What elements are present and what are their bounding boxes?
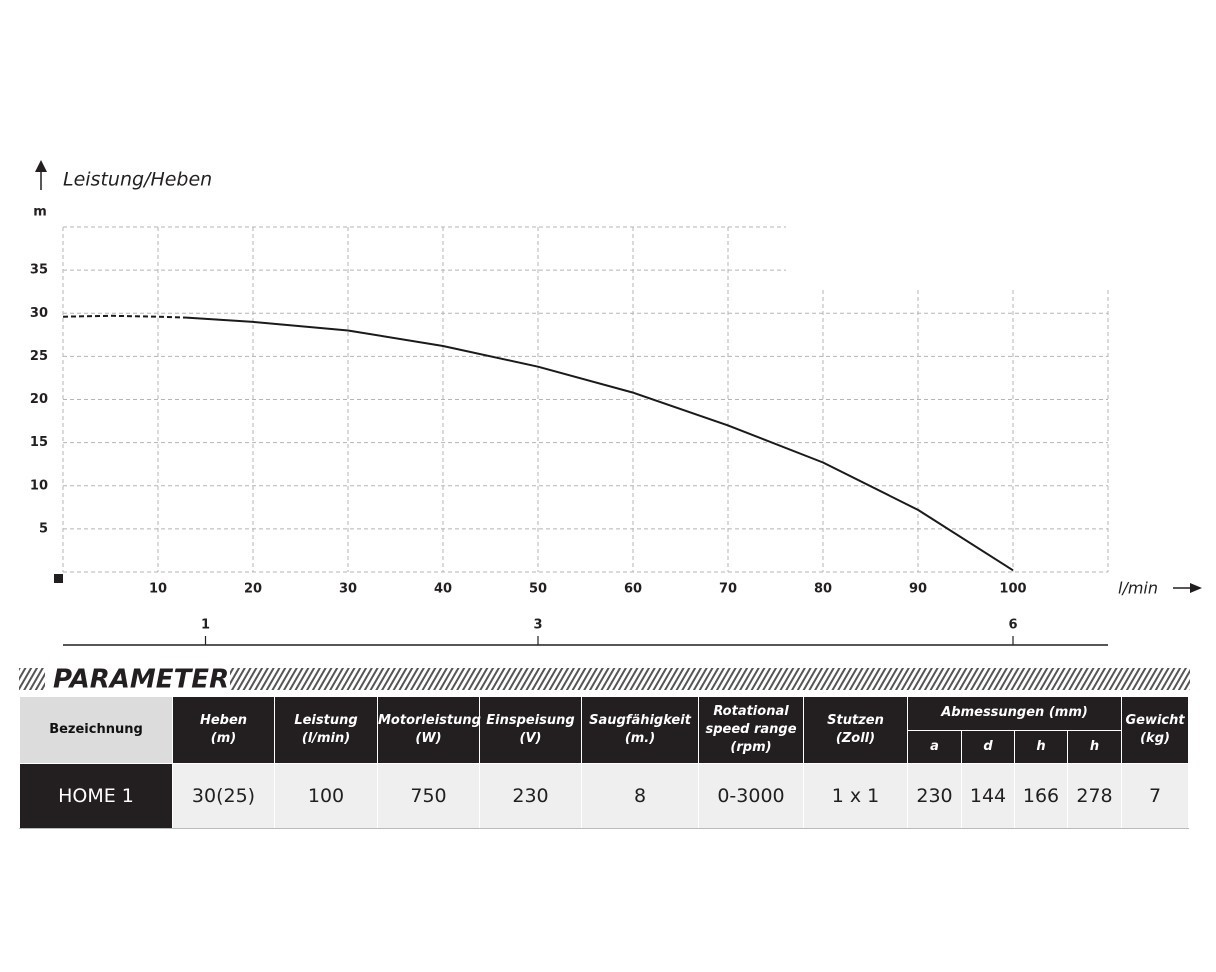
data-cell: 278	[1066, 763, 1123, 829]
data-cell: 144	[961, 763, 1015, 829]
chart: Leistung/Heben m l/min PARAMETER 5 10 15 20…	[19, 160, 1202, 695]
header-cell: Stutzen (Zoll)	[803, 696, 908, 764]
x-tick-label: 40	[434, 582, 452, 597]
header-cell: Gewicht (kg)	[1121, 696, 1190, 764]
chart-title: Leistung/Heben	[63, 169, 212, 191]
x-unit: l/min	[1118, 579, 1158, 598]
header-cell: Leistung (l/min)	[274, 696, 378, 764]
data-cell: 230	[907, 763, 962, 829]
group-header: Abmessungen (mm)	[906, 696, 1123, 731]
data-cell: 166	[1014, 763, 1068, 829]
section-title: PARAMETER	[53, 665, 229, 695]
x2-tick-label: 1	[201, 618, 210, 633]
data-cell: 0-3000	[698, 763, 804, 829]
header-cell: Bezeichnung	[19, 696, 173, 764]
header-cell: Saugfähigkeit (m.)	[581, 696, 699, 764]
data-cell: HOME 1	[19, 763, 173, 829]
header-cell: Rotational speed range (rpm)	[698, 696, 804, 764]
y-tick-label: 35	[30, 263, 48, 278]
y-unit: m	[33, 205, 47, 220]
data-cell: 8	[581, 763, 699, 829]
x-tick-label: 60	[624, 582, 642, 597]
grid-cover	[786, 215, 1116, 289]
y-tick-label: 10	[30, 478, 48, 493]
header-cell: Einspeisung (V)	[479, 696, 582, 764]
x2-tick-label: 3	[533, 618, 542, 633]
y-tick-label: 20	[30, 392, 48, 407]
data-cell: 100	[274, 763, 378, 829]
x-tick-label: 30	[339, 582, 357, 597]
subheader-cell: h	[1066, 729, 1123, 764]
data-cell: 230	[479, 763, 582, 829]
hatch-left	[19, 668, 45, 690]
x-tick-label: 70	[719, 582, 737, 597]
data-cell: 750	[377, 763, 480, 829]
x-arrowhead	[1190, 583, 1202, 593]
header-cell: Heben (m)	[172, 696, 275, 764]
y-tick-label: 30	[30, 306, 48, 321]
x-tick-label: 90	[909, 582, 927, 597]
y-tick-label: 25	[30, 349, 48, 364]
x2-tick-label: 6	[1008, 618, 1017, 633]
subheader-cell: a	[907, 729, 962, 764]
y-tick-label: 5	[39, 521, 48, 536]
x-tick-label: 10	[149, 582, 167, 597]
data-cell: 1 x 1	[803, 763, 908, 829]
header-cell: Motorleistung (W)	[377, 696, 481, 764]
x-tick-label: 50	[529, 582, 547, 597]
subheader-cell: h	[1014, 729, 1068, 764]
x-tick-label: 80	[814, 582, 832, 597]
x-tick-label: 20	[244, 582, 262, 597]
y-arrowhead	[35, 160, 47, 172]
curve	[62, 314, 187, 319]
y-tick-label: 15	[30, 435, 48, 450]
parameter-table: Bezeichnung Heben (m) Leistung (l/min) Moto…	[19, 696, 1190, 829]
curve	[186, 316, 1014, 572]
x-tick-label: 100	[999, 582, 1026, 597]
origin-marker	[54, 574, 63, 583]
header-row: Bezeichnung Heben (m) Leistung (l/min) Moto…	[19, 696, 1190, 764]
data-cell: 30(25)	[172, 763, 275, 829]
data-row: HOME 1 30(25) 100 750 230 8 0-3000 1 x 1 230 144 1…	[19, 763, 1190, 829]
subheader-cell: d	[961, 729, 1015, 764]
data-cell: 7	[1121, 763, 1190, 829]
hatch-right	[230, 668, 1190, 690]
